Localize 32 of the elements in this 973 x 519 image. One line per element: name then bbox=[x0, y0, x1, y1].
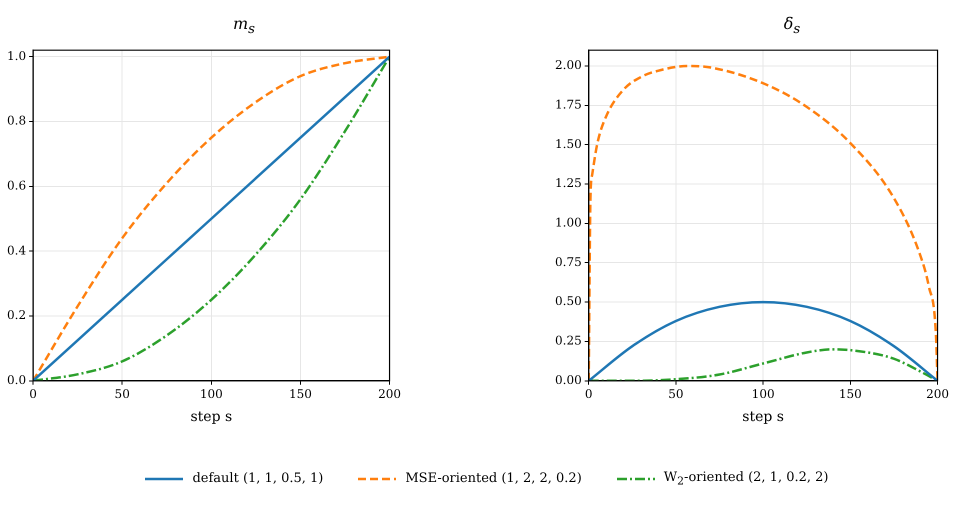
legend-label: W$_{2}$-oriented (2, 1, 0.2, 2) bbox=[664, 470, 829, 488]
chart-title: m$_{s}$ bbox=[232, 14, 256, 38]
y-tick-label: 1.0 bbox=[6, 48, 26, 63]
x-tick-label: 100 bbox=[200, 387, 223, 402]
x-axis-title: step s bbox=[742, 409, 784, 426]
x-tick-label: 150 bbox=[838, 387, 862, 402]
x-tick-label: 200 bbox=[378, 387, 401, 402]
y-tick-label: 0.0 bbox=[6, 372, 26, 387]
y-tick-label: 1.50 bbox=[555, 136, 582, 151]
y-tick-label: 1.00 bbox=[555, 215, 582, 230]
y-tick-label: 0.6 bbox=[6, 178, 26, 192]
y-tick-label: 1.25 bbox=[555, 176, 582, 190]
y-tick-label: 0.25 bbox=[555, 334, 582, 348]
y-tick-label: 0.8 bbox=[6, 114, 26, 128]
y-tick-label: 0.00 bbox=[555, 372, 582, 387]
x-tick-label: 200 bbox=[926, 387, 949, 402]
y-tick-label: 2.00 bbox=[555, 58, 582, 72]
y-tick-label: 0.2 bbox=[6, 308, 26, 322]
y-tick-label: 0.50 bbox=[555, 294, 582, 308]
legend-label: MSE-oriented (1, 2, 2, 0.2) bbox=[405, 471, 582, 486]
x-tick-label: 0 bbox=[584, 387, 593, 402]
y-tick-label: 0.75 bbox=[555, 254, 582, 269]
x-axis-title: step s bbox=[190, 409, 232, 426]
y-tick-label: 0.4 bbox=[6, 243, 26, 258]
legend-label: default (1, 1, 0.5, 1) bbox=[192, 471, 324, 486]
x-tick-label: 50 bbox=[114, 387, 130, 402]
x-tick-label: 150 bbox=[288, 387, 312, 402]
x-tick-label: 0 bbox=[29, 387, 37, 402]
y-tick-label: 1.75 bbox=[555, 97, 582, 112]
x-tick-label: 100 bbox=[752, 387, 775, 402]
chart-title: δ$_{s}$ bbox=[782, 14, 802, 38]
x-tick-label: 50 bbox=[668, 387, 684, 402]
